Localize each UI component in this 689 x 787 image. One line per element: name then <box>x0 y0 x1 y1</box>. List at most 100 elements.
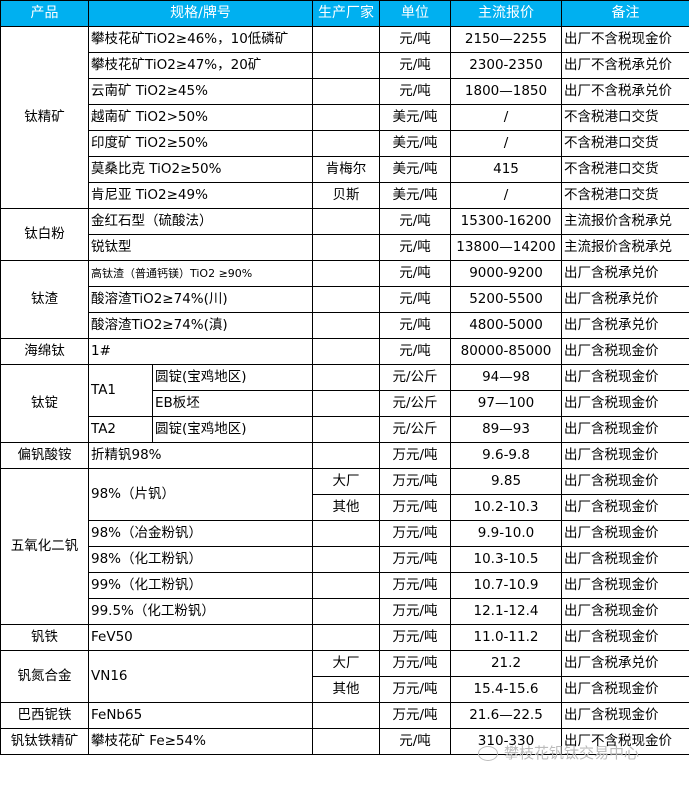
remark-cell: 出厂含税承兑价 <box>561 312 689 339</box>
table-row: 钛渣 高钛渣（普通钙镁）TiO2 ≥90% 元/吨 9000-9200 出厂含税承兑价 <box>0 260 689 339</box>
maker-cell <box>312 286 380 313</box>
remark-cell: 不含税港口交货 <box>561 104 689 131</box>
table-row: 酸溶渣TiO2≥74%(滇) 元/吨 4800-5000 出厂含税承兑价 <box>1 312 689 339</box>
maker-cell: 贝斯 <box>312 182 380 209</box>
unit-cell: 元/公斤 <box>379 364 451 391</box>
remark-cell: 不含税港口交货 <box>561 130 689 157</box>
maker-cell <box>312 208 380 235</box>
remark-cell: 出厂含税现金价 <box>561 442 689 469</box>
unit-cell: 元/吨 <box>379 52 451 79</box>
spec-cell: 肯尼亚 TiO2≥49% <box>88 182 313 209</box>
watermark-text: 攀枝花钒钛交易中心 <box>504 744 640 762</box>
price-cell: 15300-16200 <box>450 208 562 235</box>
price-cell: 4800-5000 <box>450 312 562 339</box>
price-cell: 11.0-11.2 <box>450 624 562 651</box>
unit-cell: 元/公斤 <box>379 390 451 417</box>
table-row: 五氧化二钒 98%（片钒） 大厂 万元/吨 9.85 出厂含税现金价 <box>0 468 689 625</box>
price-cell: 94—98 <box>450 364 562 391</box>
price-cell: 9.85 <box>450 468 562 495</box>
unit-cell: 美元/吨 <box>379 104 451 131</box>
table-row: 98%（化工粉钒） 万元/吨 10.3-10.5 出厂含税现金价 <box>1 546 689 573</box>
table-row: 钛锭 TA1 圆锭(宝鸡地区) 元/公斤 94—98 出厂含税现金价 <box>0 364 689 443</box>
header-unit: 单位 <box>379 0 451 27</box>
remark-cell: 主流报价含税承兑 <box>561 208 689 235</box>
remark-cell: 出厂含税现金价 <box>561 624 689 651</box>
spec-cell: 云南矿 TiO2≥45% <box>88 78 313 105</box>
unit-cell: 万元/吨 <box>379 676 451 703</box>
table-row: 钒氮合金 VN16 大厂 万元/吨 21.2 出厂含税承兑价 <box>0 650 689 703</box>
price-cell: 10.2-10.3 <box>450 494 562 521</box>
spec-sub-cell: EB板坯 <box>152 390 313 417</box>
product-name: 钛白粉 <box>0 208 89 261</box>
remark-cell: 主流报价含税承兑 <box>561 234 689 261</box>
table-row: 酸溶渣TiO2≥74%(川) 元/吨 5200-5500 出厂含税承兑价 <box>1 286 689 313</box>
price-cell: 97—100 <box>450 390 562 417</box>
table-row: 钛白粉 金红石型（硫酸法） 元/吨 15300-16200 主流报价含税承兑 <box>0 208 689 261</box>
product-name: 五氧化二钒 <box>0 468 89 625</box>
price-cell: 12.1-12.4 <box>450 598 562 625</box>
spec-cell: FeV50 <box>88 624 313 651</box>
remark-cell: 出厂含税现金价 <box>561 676 689 703</box>
header-maker: 生产厂家 <box>312 0 380 27</box>
remark-cell: 不含税港口交货 <box>561 182 689 209</box>
spec-cell: 攀枝花矿TiO2≥46%，10低磷矿 <box>88 26 313 53</box>
price-cell: 21.6—22.5 <box>450 702 562 729</box>
table-row: 99.5%（化工粉钒） 万元/吨 12.1-12.4 出厂含税现金价 <box>1 598 689 625</box>
spec-cell: TA1 <box>88 364 153 417</box>
remark-cell: 出厂含税现金价 <box>561 546 689 573</box>
product-name: 钛精矿 <box>0 26 89 209</box>
spec-cell: 金红石型（硫酸法） <box>88 208 313 235</box>
unit-cell: 万元/吨 <box>379 598 451 625</box>
maker-cell <box>312 260 380 287</box>
unit-cell: 万元/吨 <box>379 468 451 495</box>
spec-cell: 98%（片钒） <box>88 468 313 521</box>
remark-cell: 出厂含税现金价 <box>561 572 689 599</box>
price-cell: / <box>450 104 562 131</box>
remark-cell: 出厂不含税承兑价 <box>561 52 689 79</box>
header-spec: 规格/牌号 <box>88 0 313 27</box>
header-row: 产品 规格/牌号 生产厂家 单位 主流报价 备注 <box>0 0 689 27</box>
unit-cell: 美元/吨 <box>379 182 451 209</box>
unit-cell: 元/吨 <box>379 260 451 287</box>
remark-cell: 出厂含税现金价 <box>561 468 689 495</box>
spec-cell: 锐钛型 <box>88 234 313 261</box>
unit-cell: 万元/吨 <box>379 546 451 573</box>
price-cell: 1800—1850 <box>450 78 562 105</box>
table-row: 99%（化工粉钒） 万元/吨 10.7-10.9 出厂含税现金价 <box>1 572 689 599</box>
unit-cell: 元/吨 <box>379 312 451 339</box>
unit-cell: 万元/吨 <box>379 494 451 521</box>
price-cell: 310-330 <box>450 728 562 755</box>
maker-cell <box>312 442 380 469</box>
unit-cell: 美元/吨 <box>379 156 451 183</box>
remark-cell: 出厂含税现金价 <box>561 364 689 391</box>
price-cell: / <box>450 182 562 209</box>
watermark: 攀枝花钒钛交易中心 <box>478 742 639 763</box>
price-cell: 415 <box>450 156 562 183</box>
wechat-icon <box>478 746 498 761</box>
remark-cell: 出厂含税承兑价 <box>561 260 689 287</box>
maker-cell <box>312 234 380 261</box>
price-cell: 9.9-10.0 <box>450 520 562 547</box>
table-row: 肯尼亚 TiO2≥49% 贝斯 美元/吨 / 不含税港口交货 <box>1 182 689 209</box>
unit-cell: 元/公斤 <box>379 416 451 443</box>
product-name: 钛锭 <box>0 364 89 443</box>
table-row: TA2 圆锭(宝鸡地区) 元/公斤 89—93 出厂含税现金价 <box>1 416 689 443</box>
unit-cell: 万元/吨 <box>379 650 451 677</box>
remark-cell: 出厂含税现金价 <box>561 338 689 365</box>
unit-cell: 元/吨 <box>379 338 451 365</box>
price-cell: 15.4-15.6 <box>450 676 562 703</box>
spec-cell: 攀枝花矿 Fe≥54% <box>88 728 313 755</box>
table-row: 钛精矿 攀枝花矿TiO2≥46%，10低磷矿 元/吨 2150—2255 出厂不含税现金… <box>0 26 689 209</box>
product-name: 海绵钛 <box>0 338 89 365</box>
unit-cell: 万元/吨 <box>379 624 451 651</box>
header-price: 主流报价 <box>450 0 562 27</box>
price-cell: 13800—14200 <box>450 234 562 261</box>
unit-cell: 元/吨 <box>379 78 451 105</box>
maker-cell <box>312 338 380 365</box>
spec-sub-cell: 圆锭(宝鸡地区) <box>152 416 313 443</box>
spec-cell: 酸溶渣TiO2≥74%(滇) <box>88 312 313 339</box>
remark-cell: 出厂含税承兑价 <box>561 286 689 313</box>
maker-cell <box>312 312 380 339</box>
maker-cell <box>312 130 380 157</box>
table-row: 其他 万元/吨 15.4-15.6 出厂含税现金价 <box>1 676 689 703</box>
